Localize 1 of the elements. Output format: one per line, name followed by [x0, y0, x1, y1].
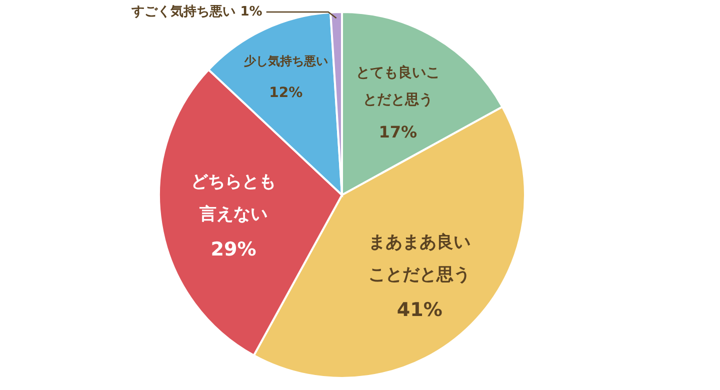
- slice-label: すごく気持ち悪い 1%: [130, 4, 262, 20]
